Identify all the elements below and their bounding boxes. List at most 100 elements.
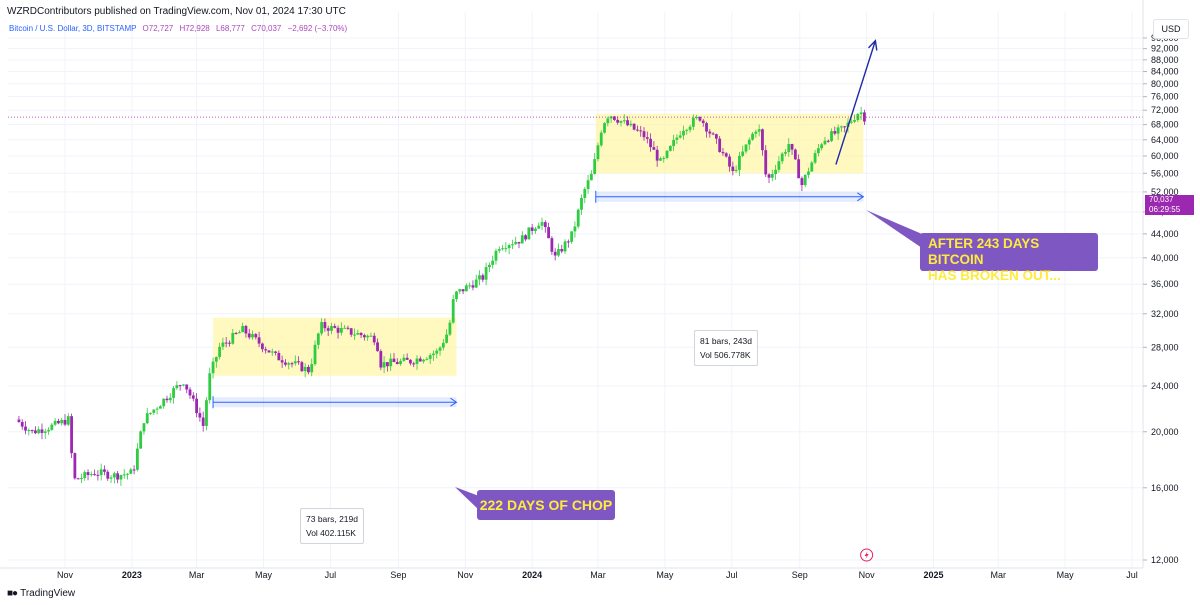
candle-body [780,153,784,162]
candle-body [333,326,337,328]
ohlc-open: O72,727 [142,24,174,33]
candle-body [632,123,636,130]
candle-body [346,327,350,329]
candle-body [198,413,202,418]
x-tick-label: Nov [859,570,876,580]
candle-body [178,385,182,387]
candle-body [116,473,120,480]
candle-body [336,327,340,333]
candle-body [395,362,399,365]
candle-body [833,131,837,134]
candle-body [300,362,304,372]
candle-body [165,398,169,401]
candle-body [139,431,143,449]
x-tick-label: Nov [457,570,474,580]
candle-body [507,245,511,249]
range-first-volume: Vol 402.115K [306,528,356,538]
range-label-first: 73 bars, 219d Vol 402.115K [300,508,364,544]
candle-body [70,416,73,454]
candle-body [96,474,100,476]
candle-body [135,448,139,470]
y-tick-label: 16,000 [1151,483,1179,493]
candle-body [43,431,47,433]
x-tick-label: May [255,570,273,580]
ohlc-low: L68,777 [215,24,245,33]
candle-body [162,398,166,407]
candle-body [66,416,70,425]
candle-body [695,117,699,119]
x-tick-label: Sep [390,570,406,580]
candle-body [566,241,570,243]
candle-body [297,361,300,363]
candle-body [221,342,225,347]
y-tick-label: 44,000 [1151,229,1179,239]
candle-body [649,138,652,148]
annotation-pointers [455,210,922,510]
candle-body [182,384,185,386]
candle-body [103,469,106,472]
candle-body [659,158,662,161]
candle-body [205,400,208,426]
candle-body [800,178,804,186]
y-tick-label: 40,000 [1151,253,1179,263]
date-range-arrowhead [857,192,865,202]
candle-body [402,357,406,361]
candle-body [751,133,754,140]
candle-body [455,291,458,300]
candle-body [497,249,501,251]
candle-body [86,472,90,475]
candle-body [214,356,218,362]
candle-body [428,355,432,359]
candle-body [33,430,37,434]
candle-body [524,235,527,240]
candle-body [599,132,603,146]
candle-body [112,473,116,478]
candle-body [132,469,136,471]
candle-body [596,145,600,160]
x-tick-label: Jul [726,570,738,580]
candle-body [185,384,189,390]
candle-body [369,335,373,337]
candle-body [63,419,67,425]
candle-body [208,373,212,401]
candle-body [570,231,574,242]
candle-body [813,153,817,163]
candle-body [708,131,712,134]
candle-body [251,334,254,338]
candle-body [655,149,659,161]
candle-body [201,417,205,426]
x-tick-label: May [656,570,674,580]
candle-body [290,363,294,365]
breakout-pointer [866,210,922,248]
candle-body [563,241,567,252]
candle-body [264,349,268,351]
candle-body [530,227,534,231]
candle-body [359,333,363,336]
candle-body [839,126,843,128]
candle-body [613,116,616,120]
breakout-arrow [835,39,878,165]
candle-body [793,149,797,160]
candle-body [580,197,583,210]
candle-body [767,174,771,178]
candle-body [511,244,514,246]
y-tick-label: 84,000 [1151,67,1179,77]
candle-body [409,359,412,364]
currency-button[interactable]: USD [1153,19,1189,39]
x-tick-label: Mar [189,570,205,580]
candle-body [787,144,791,153]
candle-body [665,150,669,158]
candle-body [254,334,258,338]
y-tick-label: 20,000 [1151,427,1179,437]
candle-body [89,474,93,476]
candle-body [688,126,692,130]
candle-body [93,474,97,476]
candle-countdown: 06:29:55 [1149,205,1181,214]
candle-body [622,120,626,122]
candle-body [412,363,416,365]
candle-body [698,117,702,121]
candle-body [774,169,778,175]
candle-body [471,285,475,288]
symbol-name[interactable]: Bitcoin / U.S. Dollar, 3D, BITSTAMP [9,24,137,33]
candle-body [474,279,478,288]
